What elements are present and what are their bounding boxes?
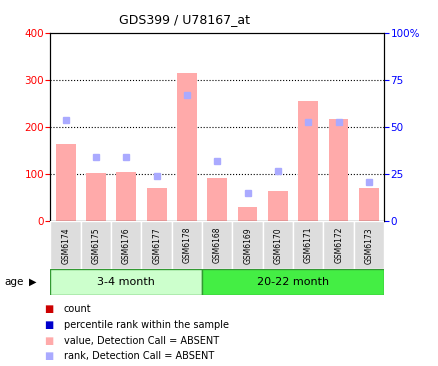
Text: value, Detection Call = ABSENT: value, Detection Call = ABSENT <box>64 336 218 346</box>
Text: 3-4 month: 3-4 month <box>97 277 155 287</box>
Text: GSM6178: GSM6178 <box>182 227 191 264</box>
Text: GDS399 / U78167_at: GDS399 / U78167_at <box>119 13 249 26</box>
Bar <box>50 221 81 269</box>
Text: ■: ■ <box>44 304 53 314</box>
Text: GSM6170: GSM6170 <box>273 227 282 264</box>
Bar <box>86 173 106 221</box>
Text: GSM6172: GSM6172 <box>333 227 343 264</box>
Text: GSM6177: GSM6177 <box>152 227 161 264</box>
Bar <box>201 221 232 269</box>
Text: count: count <box>64 304 91 314</box>
Text: GSM6174: GSM6174 <box>61 227 70 264</box>
Bar <box>201 269 383 295</box>
Text: GSM6171: GSM6171 <box>303 227 312 264</box>
Bar <box>177 73 196 221</box>
Bar <box>141 221 171 269</box>
Bar <box>298 101 318 221</box>
Text: GSM6176: GSM6176 <box>121 227 131 264</box>
Text: GSM6168: GSM6168 <box>212 227 221 264</box>
Bar <box>262 221 293 269</box>
Text: GSM6175: GSM6175 <box>91 227 100 264</box>
Text: percentile rank within the sample: percentile rank within the sample <box>64 320 228 330</box>
Bar <box>323 221 353 269</box>
Bar <box>171 221 201 269</box>
Bar <box>237 207 257 221</box>
Bar <box>358 187 378 221</box>
Bar <box>50 269 201 295</box>
Text: GSM6169: GSM6169 <box>243 227 251 264</box>
Bar <box>353 221 383 269</box>
Bar <box>116 172 136 221</box>
Bar <box>81 221 111 269</box>
Text: age: age <box>4 277 24 287</box>
Bar <box>111 221 141 269</box>
Bar <box>268 191 287 221</box>
Bar <box>56 144 75 221</box>
Text: ■: ■ <box>44 351 53 362</box>
Bar <box>232 221 262 269</box>
Text: rank, Detection Call = ABSENT: rank, Detection Call = ABSENT <box>64 351 213 362</box>
Text: GSM6173: GSM6173 <box>364 227 373 264</box>
Text: ■: ■ <box>44 336 53 346</box>
Bar <box>328 119 348 221</box>
Text: 20-22 month: 20-22 month <box>257 277 328 287</box>
Bar <box>293 221 323 269</box>
Text: ▶: ▶ <box>28 277 36 287</box>
Bar <box>207 178 226 221</box>
Bar <box>146 187 166 221</box>
Text: ■: ■ <box>44 320 53 330</box>
